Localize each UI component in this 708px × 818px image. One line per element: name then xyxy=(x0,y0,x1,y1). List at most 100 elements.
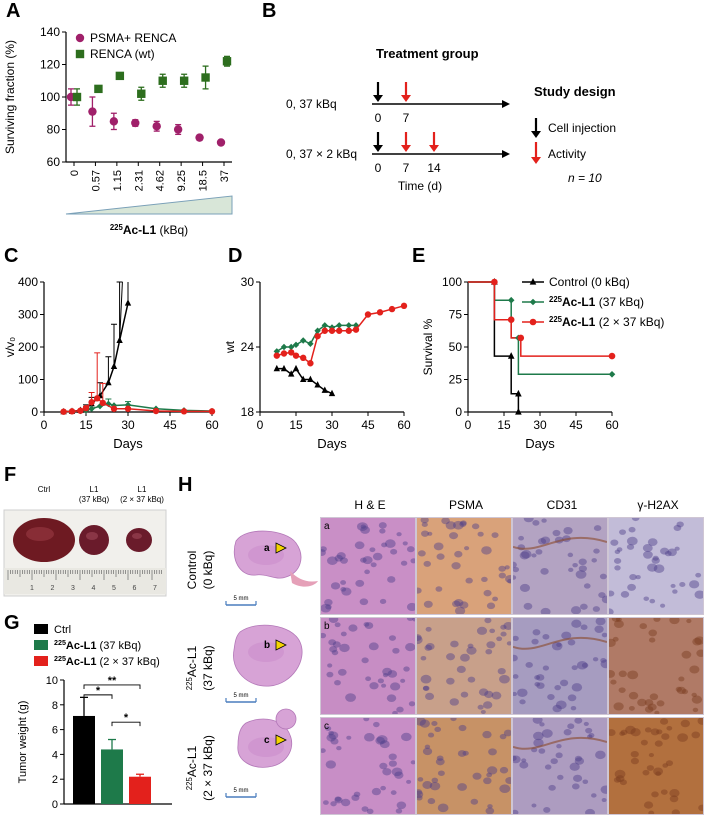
e-y-tick-label: 25 xyxy=(449,373,463,387)
d-point xyxy=(400,302,408,310)
h-nucleus xyxy=(401,732,412,742)
h-nucleus xyxy=(571,683,583,692)
c-point xyxy=(88,405,95,412)
h-tile-letter: c xyxy=(324,721,329,732)
h-nucleus xyxy=(523,602,533,610)
h-nucleus xyxy=(346,735,352,740)
f-ruler-number: 6 xyxy=(133,585,137,592)
h-nucleus xyxy=(437,803,449,813)
panel-c-chart: 0 100 200 300 400 0 15 30 45 60 Days v/v₀ xyxy=(3,275,219,451)
b-row2-timeline-head xyxy=(502,150,510,158)
h-nucleus xyxy=(396,532,402,537)
h-nucleus xyxy=(561,631,572,640)
a-x-tick-label: 4.62 xyxy=(155,170,167,191)
e-legend-marker xyxy=(529,278,537,285)
h-nucleus xyxy=(423,560,431,567)
h-nucleus xyxy=(571,619,582,628)
e-end-point xyxy=(608,371,616,378)
h-nucleus xyxy=(551,641,563,651)
h-nucleus xyxy=(618,670,627,678)
h-nucleus xyxy=(353,791,361,797)
h-nucleus xyxy=(486,602,496,610)
h-nucleus xyxy=(321,549,326,556)
d-y-axis-label: wt xyxy=(223,340,237,354)
d-point xyxy=(280,350,288,357)
h-nucleus xyxy=(457,750,467,757)
h-micrograph-cd31-b xyxy=(512,617,608,715)
h-nucleus xyxy=(332,641,341,648)
h-nucleus xyxy=(519,551,530,560)
h-nucleus xyxy=(612,636,619,642)
h-nucleus xyxy=(525,661,533,668)
f-ruler-number: 7 xyxy=(153,585,157,592)
h-nucleus xyxy=(614,549,621,555)
h-whole-section-1: a 5 mm xyxy=(225,530,318,606)
h-nucleus xyxy=(359,598,369,606)
g-y-tick-label: 0 xyxy=(52,799,58,811)
h-nucleus xyxy=(620,591,630,598)
h-region-letter: b xyxy=(264,640,270,651)
h-nucleus xyxy=(396,801,407,810)
h-row-label-3-iso: 225 xyxy=(185,777,194,791)
h-nucleus xyxy=(486,766,498,775)
h-nucleus xyxy=(369,547,376,553)
h-nucleus xyxy=(395,808,403,814)
h-nucleus xyxy=(559,679,569,687)
d-point xyxy=(352,326,360,333)
h-nucleus xyxy=(452,600,461,608)
h-nucleus xyxy=(486,641,496,649)
h-nucleus xyxy=(417,634,422,642)
h-nucleus xyxy=(373,721,380,728)
h-nucleus xyxy=(382,673,389,678)
h-nucleus xyxy=(435,586,443,592)
h-row-label-2-main: Ac-L1 xyxy=(185,645,199,677)
c-point xyxy=(68,408,76,415)
h-nucleus xyxy=(615,618,622,622)
c-point xyxy=(105,378,112,386)
c-x-tick-label: 45 xyxy=(163,418,177,432)
h-nucleus xyxy=(460,520,467,526)
h-nucleus xyxy=(691,731,701,739)
c-point xyxy=(110,405,118,412)
h-micrograph-texture: c xyxy=(321,718,415,814)
e-y-tick-label: 0 xyxy=(455,405,462,419)
h-nucleus xyxy=(446,653,455,661)
h-nucleus xyxy=(503,621,511,630)
h-nucleus xyxy=(431,721,438,726)
h-nucleus xyxy=(580,603,588,610)
h-nucleus xyxy=(686,618,692,624)
h-nucleus xyxy=(492,596,499,602)
h-nucleus xyxy=(574,757,585,765)
h-nucleus xyxy=(544,764,552,770)
h-nucleus xyxy=(412,618,415,622)
b-legend-activity-label: Activity xyxy=(548,147,586,161)
a-x-tick-label: 9.25 xyxy=(176,170,188,191)
h-nucleus xyxy=(481,576,488,583)
h-nucleus xyxy=(506,641,511,646)
h-nucleus xyxy=(417,777,424,782)
d-point xyxy=(307,375,314,383)
h-nucleus xyxy=(629,574,637,581)
h-nucleus xyxy=(518,535,524,541)
h-nucleus xyxy=(637,698,647,707)
h-nucleus xyxy=(406,618,414,621)
h-nucleus xyxy=(578,565,587,572)
h-nucleus xyxy=(417,789,423,796)
h-nucleus xyxy=(431,777,439,783)
h-nucleus xyxy=(680,719,690,728)
h-nucleus xyxy=(477,531,484,537)
h-micrograph-psma-b xyxy=(416,617,512,715)
h-row-label-3: 225Ac-L1 xyxy=(185,745,200,790)
g-legend-swatch xyxy=(34,656,48,666)
h-nucleus xyxy=(613,702,624,711)
h-nucleus xyxy=(649,693,659,701)
a-x-tick-label: 2.31 xyxy=(133,170,145,191)
h-nucleus xyxy=(535,549,543,555)
h-nucleus xyxy=(483,777,492,785)
d-point xyxy=(288,370,295,377)
h-nucleus xyxy=(364,622,374,629)
g-sig-bracket xyxy=(111,721,141,727)
h-nucleus xyxy=(334,796,343,804)
e-x-tick-label: 60 xyxy=(605,418,619,432)
c-y-tick-label: 400 xyxy=(18,275,38,289)
